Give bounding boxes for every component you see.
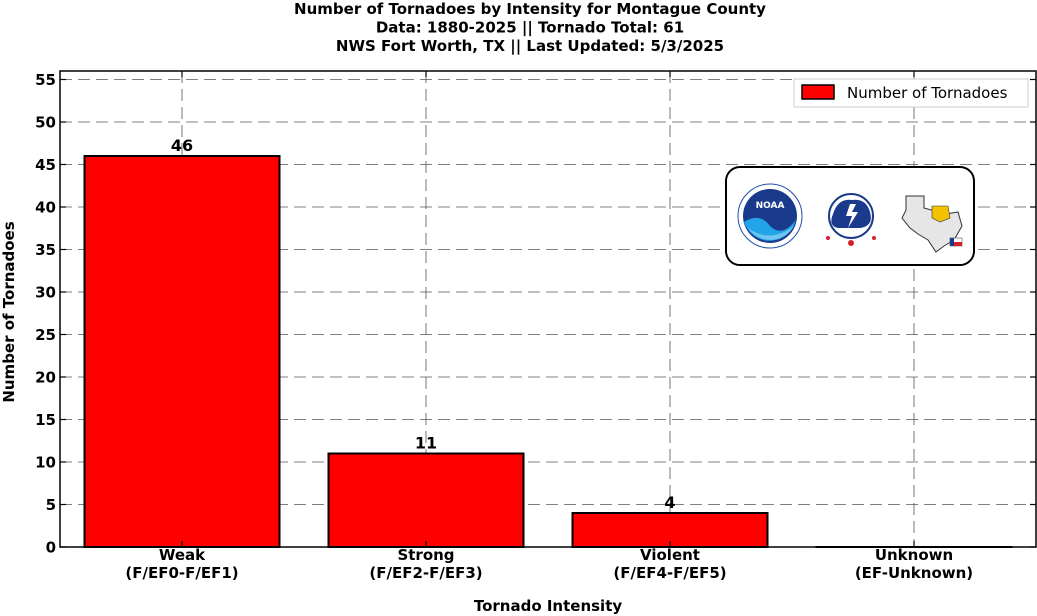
data-label-weak: 46	[171, 136, 193, 155]
x-tick-label-0-line-1: Weak	[159, 546, 206, 564]
bar-weak	[83, 155, 281, 548]
y-tick-label-20: 20	[35, 369, 56, 387]
x-tick-label-1-line-1: Strong	[397, 546, 454, 564]
plot-frame	[59, 70, 1037, 548]
x-tick-label-3-line-2: (EF-Unknown)	[855, 564, 973, 582]
y-tick-label-0: 0	[46, 539, 56, 557]
data-label-strong: 11	[415, 434, 437, 453]
nws-logo	[817, 182, 885, 250]
data-label-violent: 4	[664, 493, 675, 512]
x-tick-label-1-line-2: (F/EF2-F/EF3)	[369, 564, 482, 582]
legend-swatch	[801, 84, 835, 100]
legend-label: Number of Tornadoes	[847, 84, 1008, 102]
legend: Number of Tornadoes	[793, 78, 1029, 108]
y-tick-label-15: 15	[35, 411, 56, 429]
bar-strong	[327, 452, 525, 548]
y-axis-label: Number of Tornadoes	[0, 221, 18, 402]
texas-map-logo	[901, 195, 963, 253]
logo-panel: NOAA	[725, 166, 975, 266]
x-tick-label-3-line-1: Unknown	[875, 546, 953, 564]
y-tick-label-35: 35	[35, 241, 56, 259]
y-tick-label-5: 5	[46, 496, 56, 514]
x-axis-label: Tornado Intensity	[474, 597, 623, 615]
y-axis-ticks: 0 5 10 15 20 25 30 35 40 45 50 55	[35, 71, 1036, 557]
y-tick-label-30: 30	[35, 284, 56, 302]
chart-title-line-1: Number of Tornadoes by Intensity for Mon…	[294, 0, 766, 18]
y-tick-label-10: 10	[35, 454, 56, 472]
bars	[83, 155, 1013, 549]
noaa-logo-text: NOAA	[756, 201, 785, 211]
y-tick-label-25: 25	[35, 326, 56, 344]
x-axis-ticks: Weak(F/EF0-F/EF1) Strong(F/EF2-F/EF3) Viol…	[125, 71, 973, 582]
y-tick-label-40: 40	[35, 199, 56, 217]
chart-title-line-3: NWS Fort Worth, TX || Last Updated: 5/3/…	[336, 37, 724, 56]
x-tick-label-0-line-2: (F/EF0-F/EF1)	[125, 564, 238, 582]
y-tick-label-50: 50	[35, 114, 56, 132]
x-tick-label-2-line-1: Violent	[640, 546, 700, 564]
y-tick-label-45: 45	[35, 156, 56, 174]
x-tick-label-2-line-2: (F/EF4-F/EF5)	[613, 564, 726, 582]
y-tick-label-55: 55	[35, 71, 56, 89]
chart-title: Number of Tornadoes by Intensity for Mon…	[294, 0, 766, 56]
noaa-logo: NOAA	[737, 183, 803, 249]
data-labels: 46 11 4	[171, 136, 676, 512]
chart-title-line-2: Data: 1880-2025 || Tornado Total: 61	[376, 19, 684, 38]
